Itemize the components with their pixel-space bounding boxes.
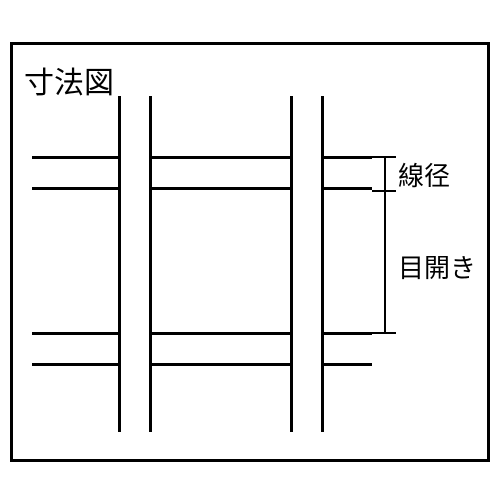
diagram-title: 寸法図 bbox=[24, 58, 114, 102]
vertical-bar-2 bbox=[290, 96, 324, 432]
dim-tick bbox=[372, 332, 396, 334]
label-mebiraki: 目開き bbox=[398, 248, 476, 285]
dim-line-mebiraki bbox=[384, 190, 386, 332]
vertical-bar-1 bbox=[118, 96, 152, 432]
diagram-canvas: 寸法図 線径 目開き bbox=[0, 0, 500, 500]
label-senkei: 線径 bbox=[398, 156, 450, 193]
dim-line-senkei bbox=[384, 156, 386, 190]
